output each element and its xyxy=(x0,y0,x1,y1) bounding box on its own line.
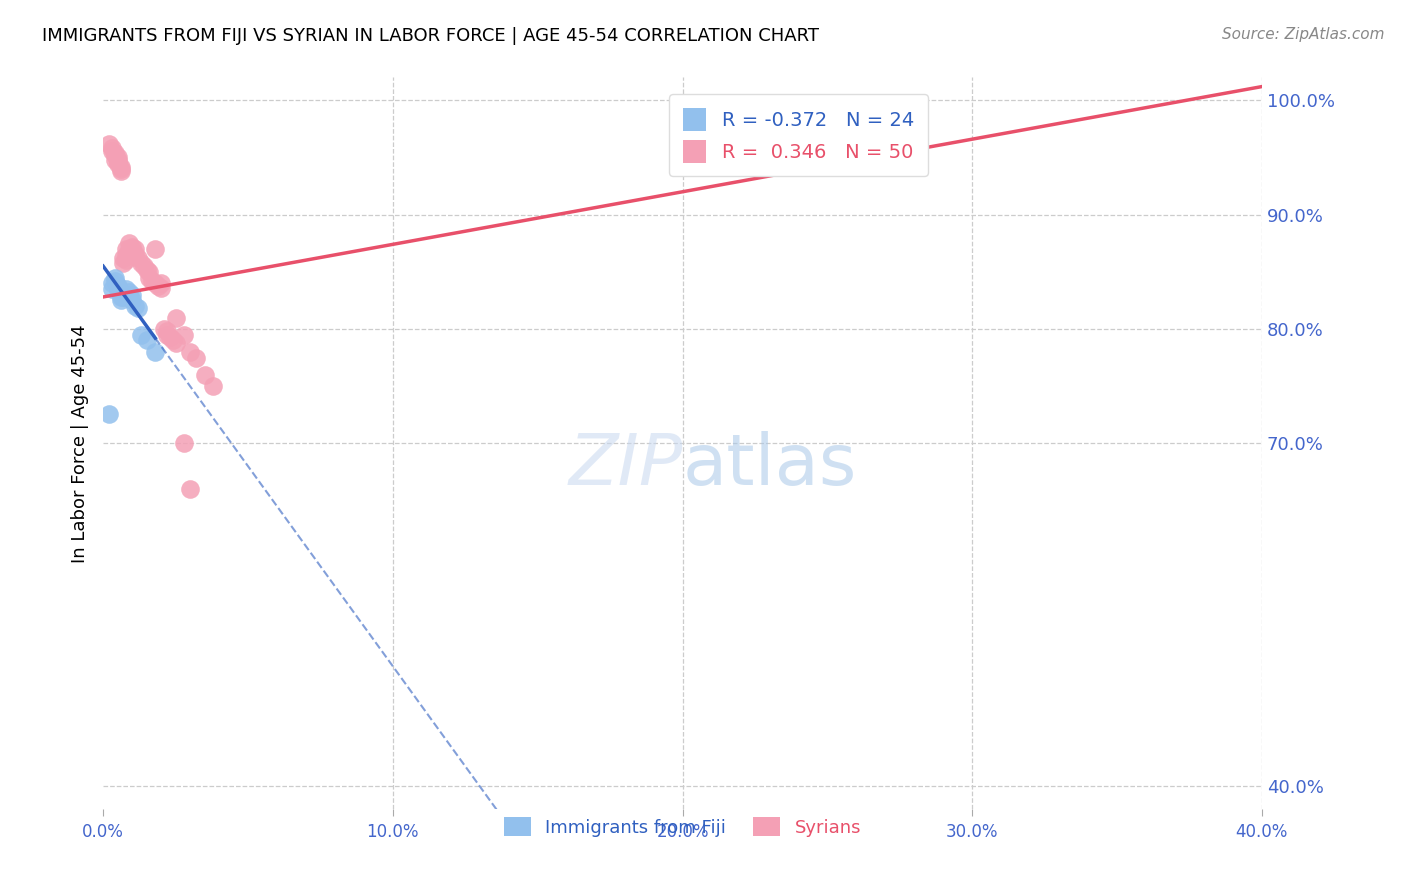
Point xyxy=(179,482,201,496)
Point xyxy=(165,335,187,350)
Legend: Immigrants from Fiji, Syrians: Immigrants from Fiji, Syrians xyxy=(496,810,869,844)
Point xyxy=(132,259,155,273)
Point xyxy=(141,274,163,288)
Point xyxy=(121,287,143,301)
Point xyxy=(110,290,132,304)
Point xyxy=(179,344,201,359)
Point xyxy=(107,278,129,293)
Point xyxy=(118,242,141,256)
Point xyxy=(143,277,166,291)
Point xyxy=(124,299,146,313)
Point xyxy=(127,251,149,265)
Point xyxy=(112,290,135,304)
Point xyxy=(104,270,127,285)
Point xyxy=(107,283,129,297)
Point xyxy=(202,379,225,393)
Point xyxy=(129,327,152,342)
Point xyxy=(150,277,173,291)
Point xyxy=(184,351,207,365)
Point xyxy=(138,270,160,285)
Point xyxy=(165,310,187,325)
Point xyxy=(97,136,120,151)
Point xyxy=(101,144,124,158)
Text: IMMIGRANTS FROM FIJI VS SYRIAN IN LABOR FORCE | AGE 45-54 CORRELATION CHART: IMMIGRANTS FROM FIJI VS SYRIAN IN LABOR … xyxy=(42,27,820,45)
Text: ZIP: ZIP xyxy=(568,431,682,500)
Point xyxy=(110,285,132,300)
Point xyxy=(135,262,157,277)
Point xyxy=(143,242,166,256)
Point xyxy=(104,153,127,167)
Point xyxy=(121,293,143,308)
Point xyxy=(110,161,132,176)
Point xyxy=(115,287,138,301)
Text: atlas: atlas xyxy=(682,431,856,500)
Point xyxy=(115,242,138,256)
Point xyxy=(107,153,129,167)
Point xyxy=(162,334,184,348)
Point xyxy=(156,324,179,338)
Point xyxy=(193,368,215,382)
Point xyxy=(159,330,181,344)
Point xyxy=(124,246,146,260)
Point xyxy=(115,253,138,268)
Text: Source: ZipAtlas.com: Source: ZipAtlas.com xyxy=(1222,27,1385,42)
Point xyxy=(135,334,157,348)
Point xyxy=(118,285,141,300)
Point xyxy=(101,282,124,296)
Point xyxy=(112,287,135,301)
Point xyxy=(127,301,149,316)
Y-axis label: In Labor Force | Age 45-54: In Labor Force | Age 45-54 xyxy=(72,324,89,563)
Point xyxy=(107,151,129,165)
Point xyxy=(173,327,195,342)
Point xyxy=(104,148,127,162)
Point xyxy=(121,244,143,259)
Point xyxy=(150,281,173,295)
Point xyxy=(173,436,195,450)
Point xyxy=(124,242,146,256)
Point xyxy=(146,278,169,293)
Point xyxy=(156,327,179,342)
Point xyxy=(107,155,129,169)
Point xyxy=(115,247,138,261)
Point xyxy=(104,274,127,288)
Point xyxy=(101,141,124,155)
Point xyxy=(118,290,141,304)
Point xyxy=(104,145,127,160)
Point xyxy=(107,157,129,171)
Point xyxy=(143,344,166,359)
Point xyxy=(115,282,138,296)
Point xyxy=(121,240,143,254)
Point xyxy=(153,322,176,336)
Point xyxy=(110,293,132,308)
Point xyxy=(118,236,141,251)
Point xyxy=(138,265,160,279)
Point xyxy=(110,160,132,174)
Point xyxy=(97,407,120,421)
Point xyxy=(112,255,135,269)
Point xyxy=(110,164,132,178)
Point xyxy=(112,251,135,265)
Point xyxy=(129,255,152,269)
Point xyxy=(101,277,124,291)
Point xyxy=(107,281,129,295)
